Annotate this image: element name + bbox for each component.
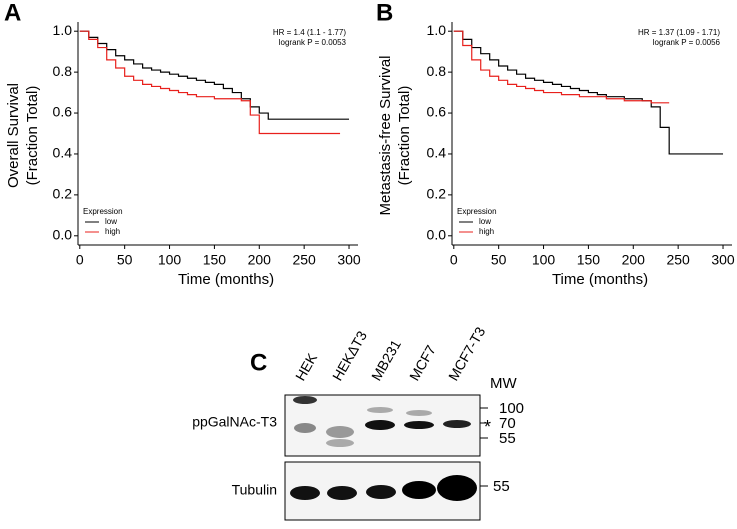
annotation: HR = 1.4 (1.1 - 1.77)	[273, 28, 346, 37]
x-tick-label: 100	[158, 252, 182, 268]
legend-label: high	[479, 227, 494, 236]
legend-title: Expression	[457, 207, 497, 216]
y-tick-label: 0.2	[53, 186, 73, 202]
survival-curve	[79, 30, 350, 120]
survival-curve	[453, 30, 670, 104]
x-tick-label: 150	[577, 252, 601, 268]
lane-label: MB231	[368, 337, 404, 384]
x-tick-label: 150	[203, 252, 227, 268]
panel-label: C	[250, 349, 267, 376]
x-tick-label: 200	[622, 252, 646, 268]
x-tick-label: 250	[292, 252, 316, 268]
y-tick-label: 0.6	[427, 104, 447, 120]
y-tick-label: 0.6	[53, 104, 73, 120]
legend-label: high	[105, 227, 120, 236]
y-tick-label: 0.0	[427, 226, 447, 242]
x-tick-label: 100	[532, 252, 556, 268]
y-tick-label: 0.0	[53, 226, 73, 242]
y-tick-label: 1.0	[427, 22, 447, 38]
y-axis-label: (Fraction Total)	[24, 86, 41, 186]
x-tick-label: 50	[117, 252, 133, 268]
lane-label: MCF7-T3	[445, 324, 489, 383]
bands-bottom	[290, 475, 477, 501]
x-tick-label: 0	[450, 252, 458, 268]
x-tick-label: 0	[76, 252, 84, 268]
row-label: Tubulin	[232, 482, 277, 498]
legend-label: low	[105, 217, 117, 226]
x-tick-label: 300	[337, 252, 361, 268]
annotation: logrank P = 0.0053	[279, 38, 347, 47]
panel-label: A	[4, 0, 21, 26]
mw-marker: 100	[499, 400, 524, 417]
annotation: logrank P = 0.0056	[653, 38, 721, 47]
mw-ticks	[480, 407, 488, 487]
panel-label: B	[376, 0, 393, 26]
y-axis-label: Overall Survival	[5, 83, 22, 188]
y-tick-label: 0.8	[53, 63, 73, 79]
mw-marker: 55	[493, 478, 510, 495]
annotation: HR = 1.37 (1.09 - 1.71)	[638, 28, 720, 37]
mw-marker: 55	[499, 430, 516, 447]
x-axis-label: Time (months)	[178, 271, 274, 288]
lane-label: HEKΔT3	[329, 328, 370, 383]
y-axis-label: Metastasis-free Survival	[377, 55, 394, 215]
x-axis-label: Time (months)	[552, 271, 648, 288]
y-tick-label: 0.4	[427, 145, 447, 161]
row-label: ppGalNAc-T3	[192, 414, 277, 430]
star: *	[484, 417, 491, 437]
y-tick-label: 0.8	[427, 63, 447, 79]
legend-title: Expression	[83, 207, 123, 216]
y-axis-label: (Fraction Total)	[396, 86, 413, 186]
lane-label: MCF7	[406, 342, 439, 383]
x-tick-label: 250	[666, 252, 690, 268]
x-tick-label: 300	[711, 252, 735, 268]
legend-label: low	[479, 217, 491, 226]
x-tick-label: 50	[491, 252, 507, 268]
x-tick-label: 200	[248, 252, 272, 268]
survival-curve	[79, 30, 341, 135]
survival-curve	[453, 30, 724, 155]
bands-top	[293, 396, 471, 447]
mw-marker: 70	[499, 415, 516, 432]
y-tick-label: 0.2	[427, 186, 447, 202]
lane-label: HEK	[292, 350, 321, 384]
lane-labels: HEK HEKΔT3 MB231 MCF7 MCF7-T3	[292, 324, 489, 383]
mw-title: MW	[490, 375, 517, 392]
y-tick-label: 0.4	[53, 145, 73, 161]
y-tick-label: 1.0	[53, 22, 73, 38]
